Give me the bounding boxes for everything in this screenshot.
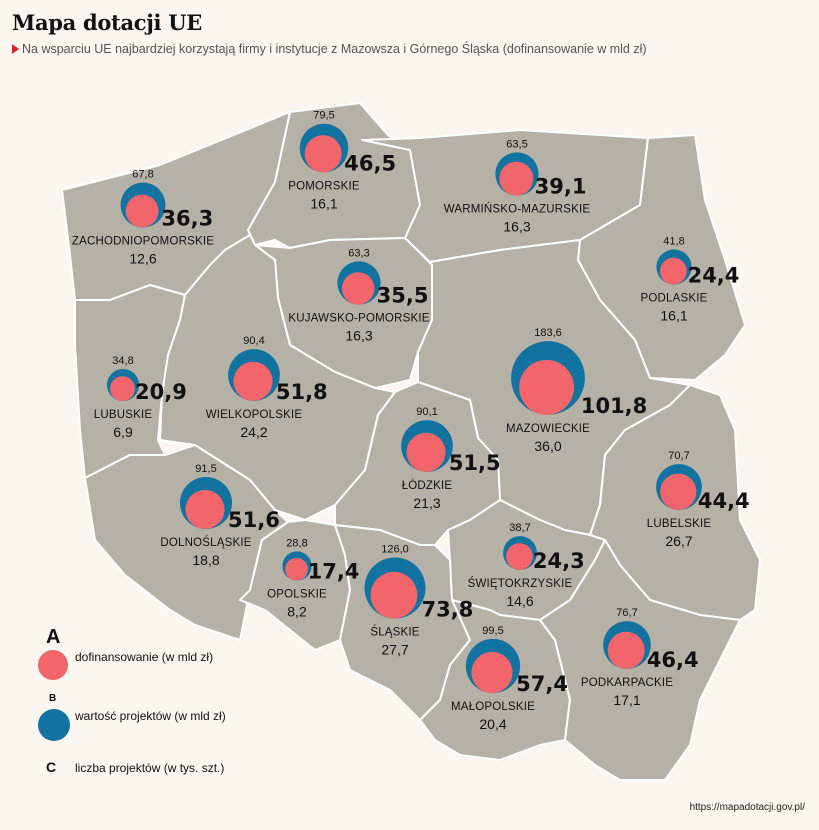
wartosc-label-lubelskie: 70,7: [668, 450, 689, 462]
map-border-line: [359, 102, 389, 136]
dofinansowanie-circle-dolnoslaskie: [185, 489, 225, 530]
region-name-wielkopolskie: WIELKOPOLSKIE: [206, 409, 303, 421]
wartosc-label-lubuskie: 34,8: [112, 355, 133, 367]
region-name-zachodniopomorskie: ZACHODNIOPOMORSKIE: [72, 235, 214, 247]
dofinansowanie-circle-zachodniopomorskie: [125, 194, 159, 228]
legend-letter-b: B: [49, 693, 57, 704]
wartosc-label-zachodniopomorskie: 67,8: [132, 169, 153, 181]
dofinansowanie-circle-lubuskie: [110, 376, 135, 402]
subtitle-text: Na wsparciu UE najbardziej korzystają fi…: [22, 42, 647, 56]
dofinansowanie-label-warminsko-mazurskie: 39,1: [535, 175, 587, 199]
wartosc-label-lodzkie: 90,1: [416, 406, 437, 418]
region-name-pomorskie: POMORSKIE: [288, 180, 360, 192]
wartosc-label-slaskie: 126,0: [381, 543, 409, 555]
dofinansowanie-label-slaskie: 73,8: [422, 598, 474, 622]
projekty-label-zachodniopomorskie: 12,6: [129, 250, 156, 266]
region-name-lodzkie: ŁÓDZKIE: [402, 479, 453, 492]
projekty-label-lubelskie: 26,7: [665, 533, 692, 549]
region-name-opolskie: OPOLSKIE: [267, 589, 327, 601]
wartosc-label-opolskie: 28,8: [286, 537, 307, 549]
projekty-label-kujawsko-pomorskie: 16,3: [345, 328, 372, 344]
dofinansowanie-circle-warminsko-mazurskie: [499, 161, 534, 196]
legend-letter-c: C: [46, 759, 57, 775]
map-title: Mapa dotacji UE: [12, 10, 202, 35]
dofinansowanie-circle-wielkopolskie: [233, 361, 273, 401]
projekty-label-lodzkie: 21,3: [413, 495, 440, 511]
dofinansowanie-label-mazowieckie: 101,8: [581, 394, 647, 418]
region-name-podkarpackie: PODKARPACKIE: [581, 677, 673, 689]
triangle-marker-icon: [12, 44, 19, 54]
dofinansowanie-label-lodzkie: 51,5: [449, 451, 501, 475]
dofinansowanie-label-podlaskie: 24,4: [688, 264, 740, 288]
projekty-label-swietokrzyskie: 14,6: [506, 593, 533, 609]
legend-wartosc-label: wartość projektów (w mld zł): [75, 709, 226, 723]
dofinansowanie-circle-lubelskie: [660, 473, 697, 510]
dofinansowanie-label-podkarpackie: 46,4: [647, 648, 699, 672]
projekty-label-warminsko-mazurskie: 16,3: [503, 219, 530, 235]
dofinansowanie-label-pomorskie: 46,5: [344, 151, 396, 175]
dofinansowanie-circle-lodzkie: [406, 432, 446, 472]
region-name-lubelskie: LUBELSKIE: [647, 518, 712, 530]
region-name-dolnoslaskie: DOLNOŚLĄSKIE: [160, 536, 251, 549]
projekty-label-dolnoslaskie: 18,8: [192, 552, 219, 568]
dofinansowanie-label-kujawsko-pomorskie: 35,5: [377, 284, 429, 308]
region-name-swietokrzyskie: ŚWIĘTOKRZYSKIE: [468, 577, 573, 590]
wartosc-label-podkarpackie: 76,7: [616, 607, 637, 619]
region-markers: 67,8 36,3 ZACHODNIOPOMORSKIE 12,6 79,5 46,5 PO…: [72, 110, 750, 732]
region-name-warminsko-mazurskie: WARMIŃSKO-MAZURSKIE: [444, 203, 591, 216]
wartosc-label-swietokrzyskie: 38,7: [509, 522, 530, 534]
region-name-slaskie: ŚLĄSKIE: [370, 626, 419, 639]
source-link[interactable]: https://mapadotacji.gov.pl/: [689, 802, 805, 813]
projekty-label-slaskie: 27,7: [381, 642, 408, 658]
dofinansowanie-label-lubuskie: 20,9: [135, 380, 187, 404]
dofinansowanie-circle-swietokrzyskie: [506, 543, 533, 570]
projekty-label-podlaskie: 16,1: [660, 308, 687, 324]
dofinansowanie-circle-mazowieckie: [519, 359, 575, 415]
projekty-label-pomorskie: 16,1: [310, 195, 337, 211]
region-name-malopolskie: MAŁOPOLSKIE: [451, 701, 535, 713]
dofinansowanie-circle-kujawsko-pomorskie: [341, 272, 375, 305]
projekty-label-malopolskie: 20,4: [479, 716, 506, 732]
wartosc-label-warminsko-mazurskie: 63,5: [506, 138, 527, 150]
dofinansowanie-label-wielkopolskie: 51,8: [276, 380, 328, 404]
region-name-podlaskie: PODLASKIE: [641, 293, 708, 305]
dofinansowanie-label-lubelskie: 44,4: [698, 489, 750, 513]
projekty-label-opolskie: 8,2: [287, 604, 307, 620]
dofinansowanie-label-malopolskie: 57,4: [516, 672, 568, 696]
dofinansowanie-label-opolskie: 17,4: [308, 560, 360, 584]
wartosc-label-dolnoslaskie: 91,5: [195, 463, 216, 475]
dofinansowanie-circle-podkarpackie: [607, 631, 645, 669]
projekty-label-podkarpackie: 17,1: [613, 692, 640, 708]
dofinansowanie-circle-opolskie: [285, 557, 308, 581]
dofinansowanie-circle-podlaskie: [659, 257, 687, 285]
dofinansowanie-label-swietokrzyskie: 24,3: [533, 549, 585, 573]
wartosc-label-kujawsko-pomorskie: 63,3: [348, 247, 369, 259]
wartosc-label-mazowieckie: 183,6: [534, 327, 562, 339]
dofinansowanie-circle-slaskie: [370, 571, 418, 619]
legend-dofinansowanie-icon: [38, 650, 68, 680]
projekty-label-mazowieckie: 36,0: [534, 438, 561, 454]
dofinansowanie-label-zachodniopomorskie: 36,3: [161, 206, 213, 230]
legend-dofinansowanie-label: dofinansowanie (w mld zł): [75, 650, 214, 664]
projekty-label-wielkopolskie: 24,2: [240, 424, 267, 440]
wartosc-label-malopolskie: 99,5: [482, 625, 503, 637]
map-subtitle: Na wsparciu UE najbardziej korzystają fi…: [12, 42, 647, 56]
region-name-kujawsko-pomorskie: KUJAWSKO-POMORSKIE: [288, 313, 429, 325]
dofinansowanie-label-dolnoslaskie: 51,6: [228, 508, 280, 532]
dofinansowanie-circle-malopolskie: [471, 651, 513, 694]
legend-projekty-label: liczba projektów (w tys. szt.): [75, 761, 225, 775]
wartosc-label-podlaskie: 41,8: [663, 235, 684, 247]
legend-letter-a: A: [46, 626, 61, 648]
dofinansowanie-circle-pomorskie: [304, 135, 342, 173]
region-name-mazowieckie: MAZOWIECKIE: [506, 423, 590, 435]
region-name-lubuskie: LUBUSKIE: [94, 409, 153, 421]
projekty-label-lubuskie: 6,9: [113, 424, 133, 440]
wartosc-label-pomorskie: 79,5: [313, 110, 334, 122]
wartosc-label-wielkopolskie: 90,4: [243, 335, 264, 347]
legend-wartosc-icon: [38, 709, 70, 741]
